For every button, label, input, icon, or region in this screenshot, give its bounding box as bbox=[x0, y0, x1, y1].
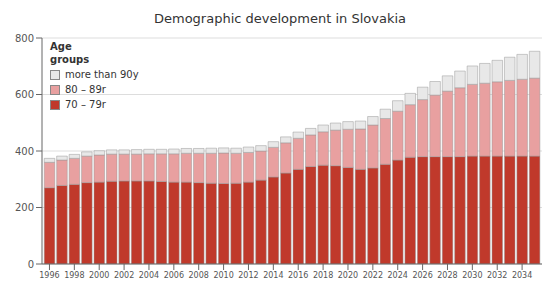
svg-text:1996: 1996 bbox=[39, 271, 59, 280]
html-text:Age: Age bbox=[50, 41, 72, 52]
svg-text:2012: 2012 bbox=[238, 271, 258, 280]
svg-text:2034: 2034 bbox=[512, 271, 532, 280]
svg-text:2004: 2004 bbox=[139, 271, 159, 280]
html-text:more than 90y: more than 90y bbox=[65, 69, 139, 80]
svg-text:2032: 2032 bbox=[487, 271, 507, 280]
svg-text:2002: 2002 bbox=[114, 271, 134, 280]
svg-text:2016: 2016 bbox=[288, 271, 308, 280]
svg-text:2022: 2022 bbox=[363, 271, 383, 280]
svg-text:2024: 2024 bbox=[388, 271, 408, 280]
svg-text:2008: 2008 bbox=[189, 271, 209, 280]
svg-text:2026: 2026 bbox=[412, 271, 432, 280]
svg-text:0: 0 bbox=[28, 259, 34, 270]
html-text:70 – 79r: 70 – 79r bbox=[65, 99, 106, 110]
svg-text:1998: 1998 bbox=[64, 271, 84, 280]
svg-text:400: 400 bbox=[15, 146, 34, 157]
svg-text:2028: 2028 bbox=[437, 271, 457, 280]
html-text:Demographic development in Slo: Demographic development in Slovakia bbox=[154, 11, 406, 26]
svg-text:2014: 2014 bbox=[263, 271, 283, 280]
svg-text:2006: 2006 bbox=[164, 271, 184, 280]
svg-text:2000: 2000 bbox=[89, 271, 109, 280]
svg-text:600: 600 bbox=[15, 89, 34, 100]
svg-text:2020: 2020 bbox=[338, 271, 358, 280]
svg-text:200: 200 bbox=[15, 202, 34, 213]
svg-text:2018: 2018 bbox=[313, 271, 333, 280]
html-text:80 – 89r: 80 – 89r bbox=[65, 84, 106, 95]
html-text:groups: groups bbox=[50, 54, 90, 65]
svg-text:2010: 2010 bbox=[213, 271, 233, 280]
svg-text:800: 800 bbox=[15, 33, 34, 44]
svg-text:2030: 2030 bbox=[462, 271, 482, 280]
